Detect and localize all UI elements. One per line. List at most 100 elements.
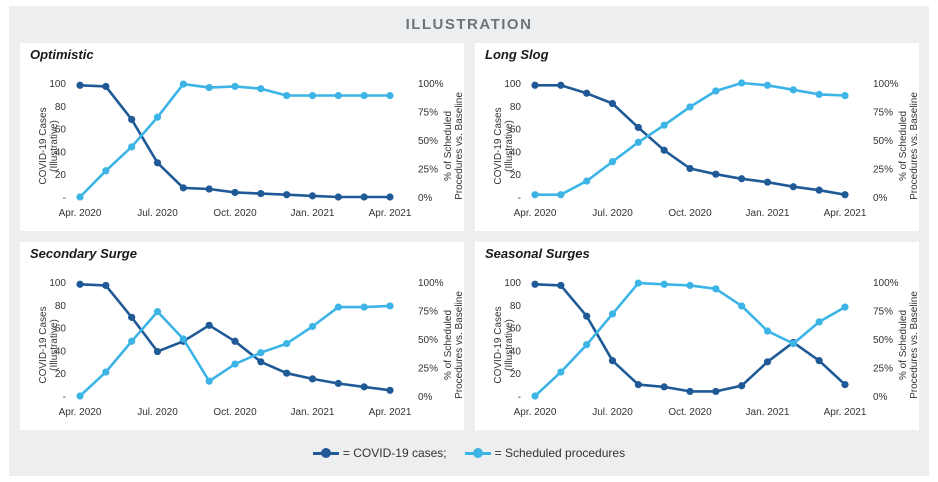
data-point-covid xyxy=(531,280,539,288)
right-axis-label: % of ScheduledProcedures vs. Baseline xyxy=(443,291,464,399)
left-tick-label: 60 xyxy=(510,324,522,335)
data-point-procedures xyxy=(257,349,265,357)
data-point-procedures xyxy=(102,368,110,376)
data-point-procedures xyxy=(531,191,539,199)
data-point-covid xyxy=(360,193,368,201)
left-tick-label: - xyxy=(518,193,521,204)
data-point-covid xyxy=(76,280,84,288)
data-point-procedures xyxy=(231,82,239,91)
chart-long-slog: 100 80 60 40 20 - 100% 75% 50% 25% 0% Apr. 2020 Jul.… xyxy=(493,79,919,219)
left-axis-label-line: (Illustrative) xyxy=(49,319,60,371)
left-tick-label: 100 xyxy=(504,278,521,289)
left-tick-label: 20 xyxy=(55,170,67,181)
left-tick-label: 40 xyxy=(55,346,67,357)
data-point-covid xyxy=(634,123,642,132)
right-axis-label-line: Procedures vs. Baseline xyxy=(454,291,464,399)
data-point-covid xyxy=(686,387,694,396)
left-axis-label-line: (Illustrative) xyxy=(504,319,515,371)
x-tick-label: Jan. 2021 xyxy=(746,208,790,219)
data-point-procedures xyxy=(583,177,591,185)
legend-label-covid: = COVID-19 cases; xyxy=(342,446,447,460)
data-point-covid xyxy=(712,387,720,396)
right-axis-label-line: % of Scheduled xyxy=(443,111,454,181)
right-tick-label: 100% xyxy=(873,278,899,289)
data-point-covid xyxy=(660,383,668,391)
x-tick-label: Apr. 2021 xyxy=(824,208,867,219)
data-point-procedures xyxy=(738,79,746,87)
chart-title: Optimistic xyxy=(30,47,94,62)
chart-secondary-surge: 100 80 60 40 20 - 100% 75% 50% 25% 0% Apr. 2020 Jul.… xyxy=(38,278,464,418)
right-tick-label: 100% xyxy=(418,278,444,289)
data-point-covid xyxy=(763,178,772,186)
data-point-procedures xyxy=(153,113,162,121)
data-point-procedures xyxy=(841,303,849,311)
data-point-procedures xyxy=(557,368,565,376)
right-tick-label: 0% xyxy=(873,392,888,403)
left-tick-label: 80 xyxy=(55,301,67,312)
illustration-frame: ILLUSTRATION 100 80 60 40 20 - 100% 75% 50% 25% 0%… xyxy=(9,6,929,476)
right-tick-label: 50% xyxy=(873,136,893,147)
series-line-covid xyxy=(79,84,390,199)
data-point-covid xyxy=(283,191,291,199)
data-point-procedures xyxy=(360,303,368,311)
left-axis-label: COVID-19 Cases(Illustrative) xyxy=(38,306,60,383)
data-point-covid xyxy=(841,191,849,199)
data-point-covid xyxy=(660,146,668,154)
data-point-covid xyxy=(179,184,187,192)
left-axis-label-line: COVID-19 Cases xyxy=(493,107,504,184)
series-line-procedures xyxy=(79,304,391,397)
data-point-covid xyxy=(841,381,849,389)
chart-seasonal-surges: 100 80 60 40 20 - 100% 75% 50% 25% 0% Apr. 2020 Jul.… xyxy=(493,278,919,418)
left-tick-label: - xyxy=(518,392,521,403)
left-tick-label: 80 xyxy=(55,102,67,113)
x-tick-label: Apr. 2021 xyxy=(824,407,867,418)
data-point-procedures xyxy=(102,167,110,175)
right-tick-label: 25% xyxy=(873,165,893,176)
x-tick-label: Jan. 2021 xyxy=(746,407,790,418)
data-point-procedures xyxy=(815,90,823,98)
data-point-procedures xyxy=(712,87,720,95)
data-point-procedures xyxy=(763,327,772,335)
data-point-procedures xyxy=(76,193,84,201)
left-axis-label: COVID-19 Cases(Illustrative) xyxy=(493,306,515,383)
data-point-procedures xyxy=(128,337,136,345)
data-point-covid xyxy=(763,358,772,366)
data-point-covid xyxy=(815,186,823,194)
left-axis-label-line: (Illustrative) xyxy=(49,120,60,172)
legend-item-covid: = COVID-19 cases; xyxy=(312,446,447,460)
x-tick-label: Apr. 2020 xyxy=(59,208,102,219)
left-axis-label-line: COVID-19 Cases xyxy=(38,306,49,383)
data-point-procedures xyxy=(583,341,591,349)
data-point-covid xyxy=(360,383,368,391)
data-point-covid xyxy=(738,175,746,183)
legend-swatch-procedures xyxy=(464,447,491,459)
right-tick-label: 50% xyxy=(873,335,893,346)
data-point-covid xyxy=(76,81,84,89)
x-tick-label: Apr. 2020 xyxy=(514,208,557,219)
left-tick-label: - xyxy=(63,392,66,403)
data-point-covid xyxy=(557,281,565,290)
data-point-procedures xyxy=(557,191,565,199)
right-tick-label: 0% xyxy=(418,392,433,403)
right-tick-label: 50% xyxy=(418,335,438,346)
data-point-procedures xyxy=(257,85,265,93)
left-axis-label-line: COVID-19 Cases xyxy=(493,306,504,383)
data-point-covid xyxy=(634,381,642,389)
data-point-procedures xyxy=(712,285,720,293)
header-title: ILLUSTRATION xyxy=(405,16,533,33)
data-point-procedures xyxy=(686,281,694,290)
data-point-procedures xyxy=(686,103,694,111)
chart-title: Secondary Surge xyxy=(30,246,137,261)
chart-title: Long Slog xyxy=(485,47,549,62)
data-point-procedures xyxy=(608,158,617,166)
right-axis-label: % of ScheduledProcedures vs. Baseline xyxy=(898,92,919,200)
x-tick-label: Oct. 2020 xyxy=(668,407,712,418)
right-tick-label: 0% xyxy=(418,193,433,204)
x-tick-label: Jan. 2021 xyxy=(291,407,335,418)
left-axis-label: COVID-19 Cases(Illustrative) xyxy=(38,107,60,184)
data-point-procedures xyxy=(531,392,539,400)
data-point-procedures xyxy=(283,91,291,100)
left-axis-label: COVID-19 Cases(Illustrative) xyxy=(493,107,515,184)
left-axis-label-line: COVID-19 Cases xyxy=(38,107,49,184)
data-point-procedures xyxy=(738,302,746,310)
